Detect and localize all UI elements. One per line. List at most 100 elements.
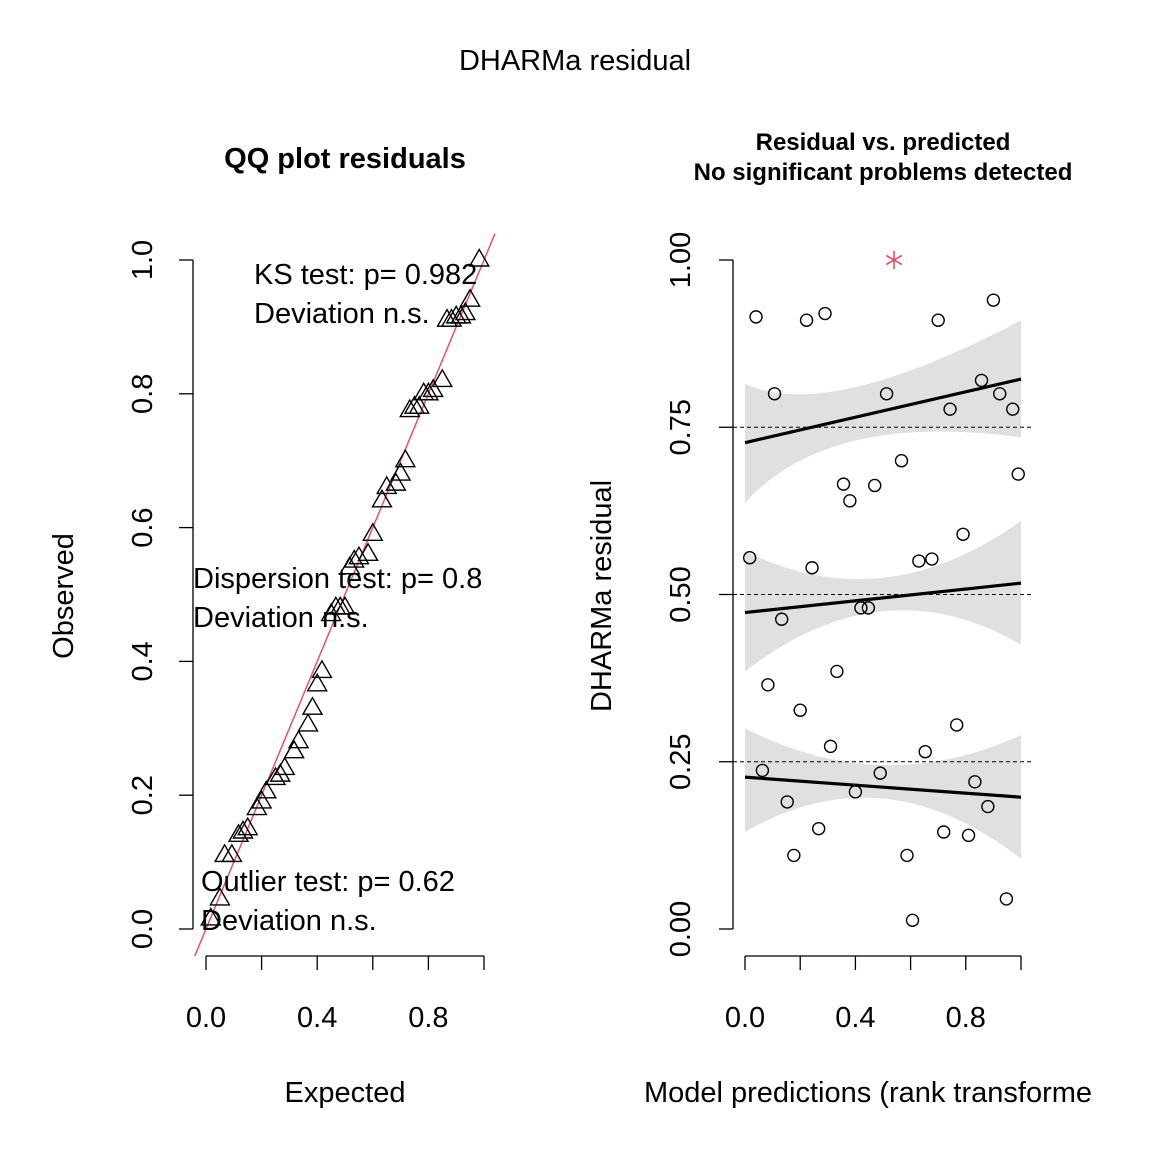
residual-point (999, 892, 1014, 906)
qq-point (389, 462, 412, 481)
residual-point (775, 612, 789, 626)
residual-point (868, 478, 882, 493)
residual-plot-title-line1: Residual vs. predicted (756, 129, 1011, 156)
residual-point (1011, 467, 1025, 481)
qq-point (236, 816, 259, 836)
qq-point (311, 659, 333, 679)
residual-point (900, 848, 914, 863)
residual-plot-ylabel: DHARMa residual (586, 480, 618, 712)
qq-point (394, 448, 417, 468)
qq-point (221, 843, 243, 863)
qq-point (213, 843, 236, 863)
qq-point (385, 472, 407, 491)
qq-plot-title: QQ plot residuals (224, 143, 466, 175)
residual-point (943, 402, 957, 416)
qq-point (417, 381, 440, 401)
residual-point (799, 313, 814, 327)
residual-point (937, 825, 951, 839)
residual-y-tick-label: 0.50 (665, 566, 697, 622)
qq-point (250, 789, 273, 809)
qq-plot-marks: 0.0 0.2 0.4 0.6 0.8 1.0 0.0 0.4 0.8 KS test: p= 0… (127, 233, 495, 1034)
qq-plot-xlabel: Expected (285, 1077, 406, 1109)
residual-point (968, 775, 982, 789)
residual-plot-title-line2: No significant problems detected (694, 159, 1073, 186)
residual-point (854, 601, 868, 615)
qq-y-tick-label: 1.0 (127, 240, 159, 280)
residual-ci-band (745, 728, 1021, 859)
residual-point (993, 387, 1007, 401)
qq-point (450, 304, 472, 324)
residual-point (811, 821, 826, 836)
qq-point (255, 779, 278, 799)
residual-point (974, 373, 989, 388)
residual-outlier-point (885, 251, 903, 269)
residual-point (918, 745, 932, 759)
residual-point (949, 718, 964, 732)
qq-outlier-test-text: Outlier test: p= 0.62 (201, 866, 455, 898)
qq-point (375, 475, 398, 495)
residual-point (818, 306, 832, 321)
qq-plot-panel: QQ plot residuals Expected Observed 0.0 0… (48, 143, 495, 1109)
qq-outlier-deviation-text: Deviation n.s. (201, 905, 377, 937)
qq-point (246, 796, 268, 816)
qq-point (209, 886, 231, 906)
outlier-stroke (885, 254, 903, 266)
qq-point (431, 368, 454, 388)
residual-point (843, 494, 857, 508)
residual-x-tick-label: 0.4 (835, 1002, 875, 1034)
residual-point (861, 601, 876, 615)
residual-point (912, 554, 926, 568)
residual-point (848, 785, 863, 799)
qq-dispersion-test-text: Dispersion test: p= 0.8 (193, 563, 482, 595)
residual-point (894, 454, 909, 468)
residual-plot-marks: 0.00 0.25 0.50 0.75 1.00 0.0 0.4 0.8 (665, 232, 1033, 1034)
qq-point (362, 522, 384, 541)
qq-point (287, 729, 310, 749)
qq-point (348, 545, 370, 565)
residual-quantile-line (744, 581, 1022, 615)
residual-point (905, 913, 920, 928)
qq-plot-ylabel: Observed (48, 533, 80, 659)
residual-point (767, 387, 782, 401)
residual-point (755, 763, 770, 778)
residual-y-tick-label: 0.00 (665, 901, 697, 957)
qq-point (273, 756, 296, 776)
qq-point (371, 488, 393, 508)
residual-point (931, 313, 945, 327)
residual-point (956, 527, 970, 541)
residual-point (873, 766, 887, 780)
qq-point (227, 823, 250, 843)
residual-point (830, 664, 844, 679)
qq-point (200, 907, 222, 926)
qq-point (399, 398, 421, 418)
residual-y-tick-label: 0.25 (665, 734, 697, 790)
residual-point (787, 848, 801, 863)
qq-x-tick-label: 0.0 (186, 1002, 226, 1034)
residual-y-tick-label: 1.00 (665, 232, 697, 288)
residual-point (742, 551, 757, 565)
qq-ks-test-text: KS test: p= 0.982 (254, 259, 477, 291)
residual-point (925, 552, 939, 566)
residual-point (805, 561, 819, 575)
qq-x-tick-label: 0.8 (408, 1002, 448, 1034)
qq-y-tick-label: 0.8 (127, 374, 159, 414)
qq-point (459, 288, 481, 307)
qq-dispersion-deviation-text: Deviation n.s. (193, 602, 369, 634)
residual-point (1006, 402, 1020, 416)
qq-point (264, 766, 287, 786)
residual-point (981, 799, 995, 814)
qq-point (301, 696, 324, 715)
qq-point (306, 672, 328, 692)
residual-point (780, 795, 794, 809)
residual-x-tick-label: 0.0 (725, 1002, 765, 1034)
residual-point (793, 703, 807, 717)
qq-point (468, 248, 490, 267)
page-title: DHARMa residual (459, 45, 691, 77)
residual-x-tick-label: 0.8 (946, 1002, 986, 1034)
qq-ks-deviation-text: Deviation n.s. (254, 298, 430, 330)
qq-y-tick-label: 0.0 (127, 909, 159, 949)
qq-x-tick-label: 0.4 (297, 1002, 337, 1034)
qq-point (408, 395, 430, 414)
residual-y-tick-label: 0.75 (665, 399, 697, 455)
